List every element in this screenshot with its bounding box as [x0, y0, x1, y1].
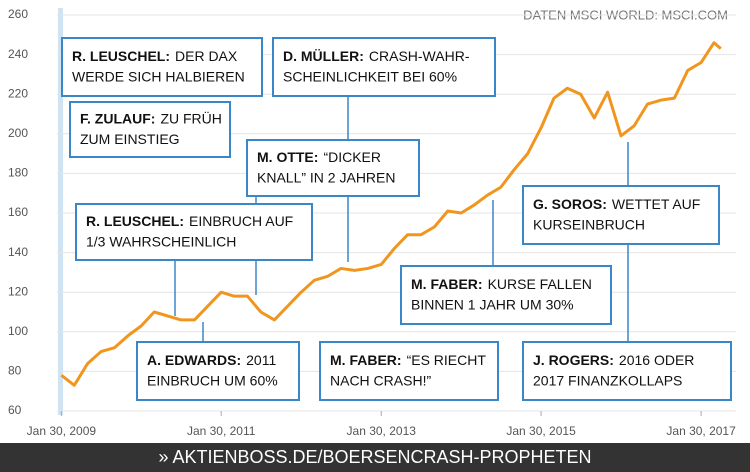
x-tick-label: Jan 30, 2009 — [27, 424, 97, 438]
annotation-text: CRASH-WAHR- — [369, 48, 470, 64]
y-tick-label: 200 — [8, 126, 28, 140]
x-tick-label: Jan 30, 2013 — [347, 424, 417, 438]
annotation-name: G. SOROS: — [533, 196, 607, 212]
annotation-box — [246, 139, 420, 197]
annotation-line: M. FABER: KURSE FALLEN — [411, 276, 592, 292]
annotation-line: M. FABER: “ES RIECHT — [330, 352, 486, 368]
annotation-text: WETTET AUF — [612, 196, 700, 212]
annotation-line: F. ZULAUF: ZU FRÜH — [80, 109, 222, 126]
annotation-box — [75, 203, 313, 261]
annotation-name: M. FABER: — [411, 276, 483, 292]
annotation-line: R. LEUSCHEL: EINBRUCH AUF — [86, 213, 293, 229]
y-tick-label: 80 — [8, 364, 22, 378]
annotation-text: 1/3 WAHRSCHEINLICH — [86, 234, 236, 250]
annotation-text: BINNEN 1 JAHR UM 30% — [411, 297, 574, 313]
annotation-line: G. SOROS: WETTET AUF — [533, 196, 700, 212]
annotation-text: 2016 ODER — [619, 352, 694, 368]
annotation-text: “DICKER — [323, 149, 381, 165]
annotation-text: ZU FRÜH — [160, 109, 221, 126]
annotation-box — [61, 37, 263, 97]
annotation-name: D. MÜLLER: — [283, 48, 364, 64]
annotation-name: F. ZULAUF: — [80, 110, 155, 126]
y-tick-label: 100 — [8, 324, 28, 338]
x-tick-label: Jan 30, 2017 — [666, 424, 736, 438]
annotation-line: A. EDWARDS: 2011 — [147, 352, 276, 368]
annotation-text: NACH CRASH!” — [330, 373, 431, 389]
y-tick-label: 220 — [8, 86, 28, 100]
y-tick-label: 240 — [8, 47, 28, 61]
annotation-box — [69, 101, 231, 158]
annotation-name: R. LEUSCHEL: — [72, 48, 170, 64]
footer-banner — [0, 443, 750, 472]
annotation-name: A. EDWARDS: — [147, 352, 241, 368]
annotation-box — [136, 341, 300, 401]
annotation-box — [272, 37, 496, 97]
annotation-text: “ES RIECHT — [407, 352, 487, 368]
annotation-text: SCHEINLICHKEIT BEI 60% — [283, 69, 457, 85]
annotation-name: J. ROGERS: — [533, 352, 614, 368]
annotation-text: EINBRUCH UM 60% — [147, 373, 278, 389]
annotation-text: DER DAX — [175, 48, 238, 64]
x-tick-label: Jan 30, 2015 — [506, 424, 576, 438]
annotation-line: D. MÜLLER: CRASH-WAHR- — [283, 48, 470, 64]
annotation-name: R. LEUSCHEL: — [86, 213, 184, 229]
annotation-text: ZUM EINSTIEG — [80, 131, 180, 147]
annotation-line: R. LEUSCHEL: DER DAX — [72, 48, 238, 64]
annotation-text: KURSE FALLEN — [488, 276, 592, 292]
annotation-line: M. OTTE: “DICKER — [257, 149, 381, 165]
annotation-name: M. FABER: — [330, 352, 402, 368]
y-tick-label: 180 — [8, 166, 28, 180]
annotation-text: KURSEINBRUCH — [533, 217, 645, 233]
annotation-text: KNALL” IN 2 JAHREN — [257, 170, 395, 186]
annotation-text: EINBRUCH AUF — [189, 213, 293, 229]
hover-band — [58, 8, 63, 415]
y-tick-label: 120 — [8, 284, 28, 298]
annotation-text: 2011 — [246, 352, 276, 368]
footer-link: » AKTIENBOSS.DE/BOERSENCRASH-PROPHETEN — [158, 447, 591, 467]
y-tick-label: 140 — [8, 245, 28, 259]
annotation-text: 2017 FINANZKOLLAPS — [533, 373, 682, 389]
annotation-line: J. ROGERS: 2016 ODER — [533, 352, 694, 368]
y-tick-label: 60 — [8, 403, 22, 417]
y-tick-label: 160 — [8, 205, 28, 219]
annotation-text: WERDE SICH HALBIEREN — [72, 69, 245, 85]
annotation-box — [319, 341, 499, 401]
annotation-box — [522, 341, 732, 401]
x-tick-label: Jan 30, 2011 — [187, 424, 256, 438]
annotation-name: M. OTTE: — [257, 149, 318, 165]
y-tick-label: 260 — [8, 7, 28, 21]
annotation-box — [522, 185, 720, 245]
price-line — [60, 41, 722, 387]
annotation-box — [400, 265, 612, 325]
